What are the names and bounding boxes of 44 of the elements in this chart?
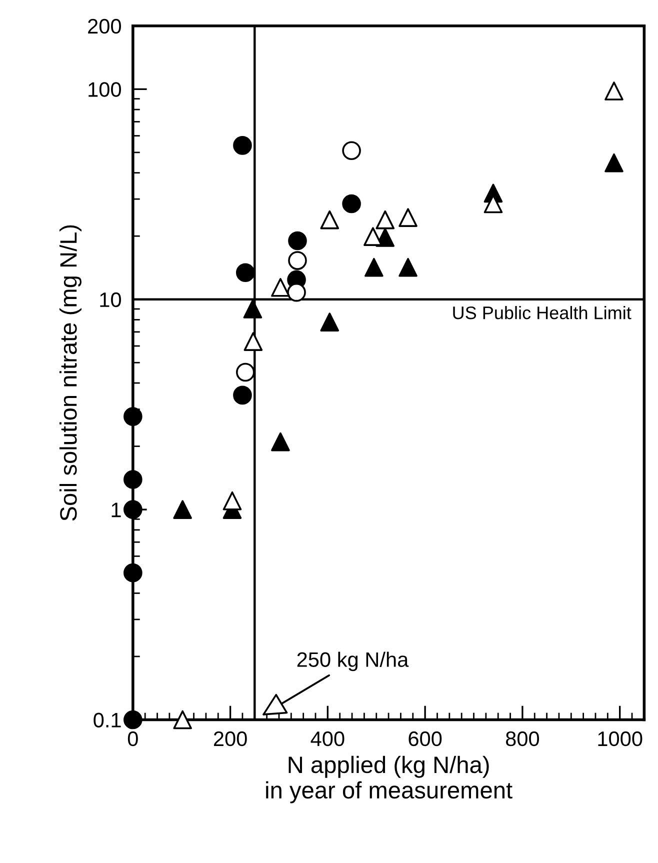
y-tick-label: 100 xyxy=(88,82,121,97)
x-tick-label: 200 xyxy=(214,731,247,746)
point xyxy=(271,432,290,452)
point xyxy=(173,710,192,730)
point xyxy=(243,300,262,318)
x-axis-title: N applied (kg N/ha) in year of measurement xyxy=(266,756,512,804)
ref-line-label: 250 kg N/ha xyxy=(297,652,409,672)
point xyxy=(604,82,624,100)
point xyxy=(233,386,252,405)
x-tick-label: 800 xyxy=(506,731,540,746)
x-tick-label: 1000 xyxy=(598,731,642,746)
point xyxy=(244,332,263,351)
point xyxy=(398,208,418,227)
point xyxy=(376,210,395,230)
point xyxy=(233,136,252,155)
y-tick-label: 10 xyxy=(100,292,121,308)
point xyxy=(236,362,255,382)
point xyxy=(222,491,242,510)
y-tick-label: 1 xyxy=(112,502,121,518)
y-tick-label: 200 xyxy=(88,18,121,34)
point xyxy=(342,194,361,214)
point xyxy=(604,153,624,172)
point xyxy=(173,500,192,519)
point xyxy=(288,231,307,250)
point xyxy=(271,278,290,297)
point xyxy=(398,258,418,277)
point xyxy=(320,312,340,332)
x-tick-label: 0 xyxy=(128,731,138,746)
point xyxy=(124,500,142,519)
point xyxy=(124,407,142,426)
point xyxy=(287,282,306,302)
point xyxy=(288,251,307,270)
point xyxy=(320,210,340,230)
point xyxy=(124,710,142,730)
point xyxy=(124,470,142,489)
point xyxy=(236,263,255,282)
x-tick-label: 400 xyxy=(310,731,344,746)
point xyxy=(364,258,384,277)
x-tick-label: 600 xyxy=(408,731,442,746)
point xyxy=(124,563,142,582)
ref-line-label: US Public Health Limit xyxy=(453,306,632,320)
y-axis-title: Soil solution nitrate (mg N/L) xyxy=(59,225,82,521)
point xyxy=(342,141,361,160)
y-tick-label: 0.1 xyxy=(94,712,121,728)
